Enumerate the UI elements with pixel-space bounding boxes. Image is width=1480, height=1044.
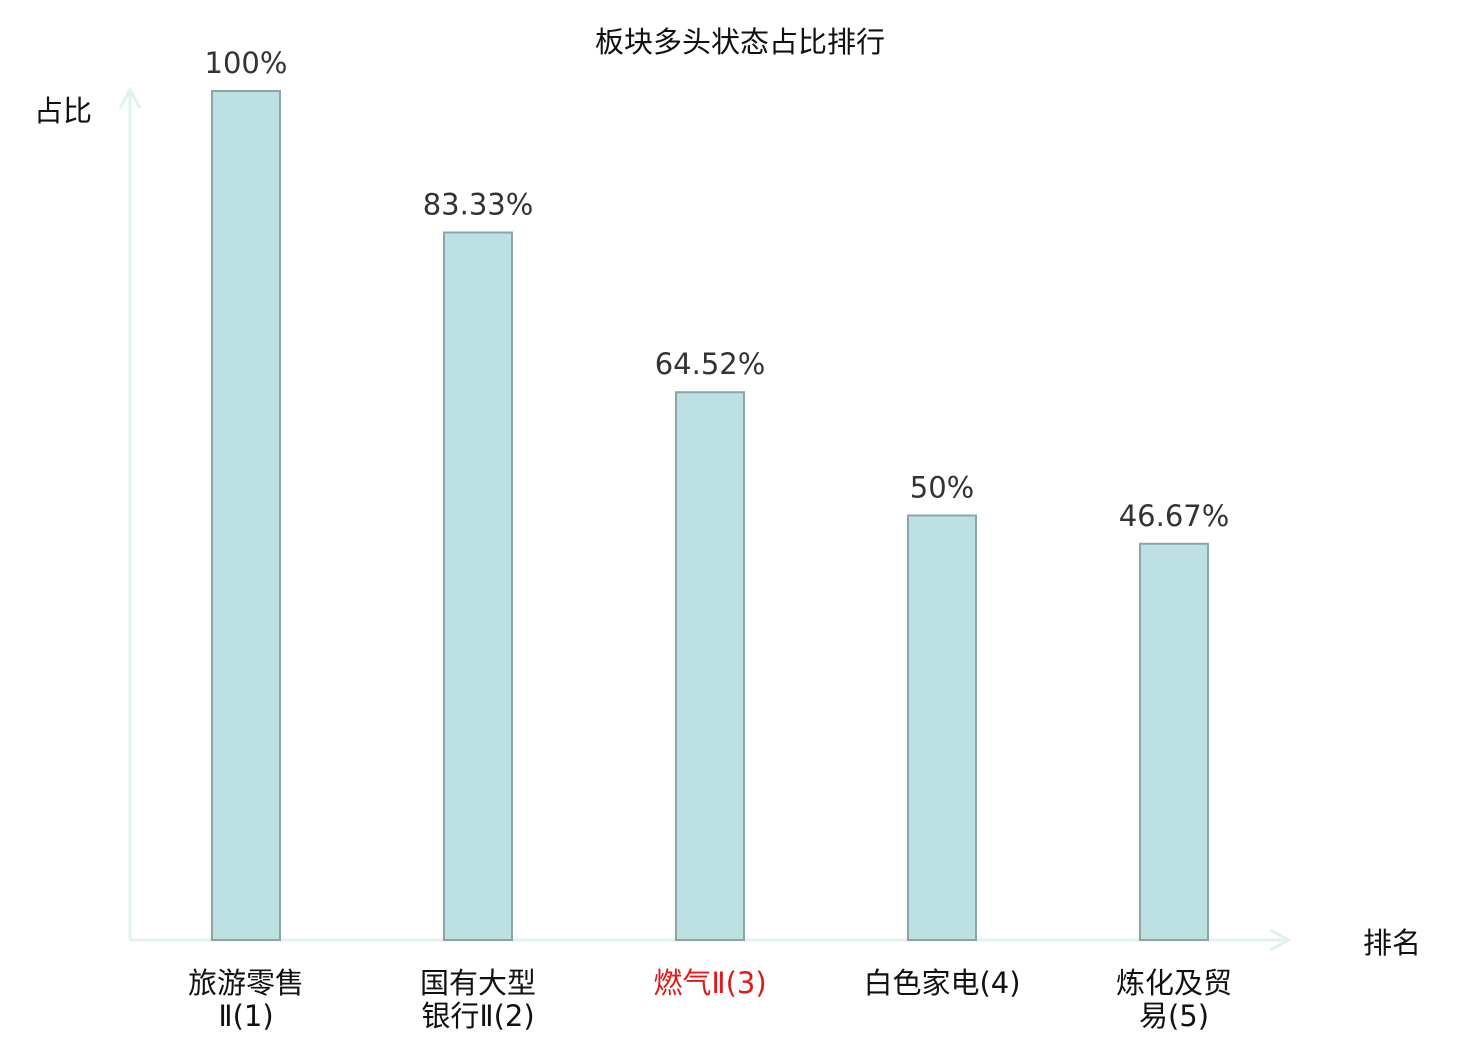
category-label-1-line-1: 旅游零售 xyxy=(188,966,304,1000)
y-axis-arrow xyxy=(118,86,142,109)
bar-1 xyxy=(211,90,281,941)
value-label-3: 64.52% xyxy=(655,347,766,381)
value-label-5: 46.67% xyxy=(1119,499,1230,533)
category-label-2-line-1: 国有大型 xyxy=(420,966,536,1000)
chart-title: 板块多头状态占比排行 xyxy=(595,25,885,59)
category-label-5-line-2: 易(5) xyxy=(1139,999,1209,1033)
bar-5 xyxy=(1139,542,1209,942)
category-label-2-line-2: 银行Ⅱ(2) xyxy=(421,999,534,1033)
x-axis-arrow xyxy=(1269,928,1293,952)
category-label-4: 白色家电(4) xyxy=(863,966,1020,1000)
value-label-4: 50% xyxy=(910,471,974,505)
bars-group xyxy=(211,90,1209,942)
bar-3 xyxy=(675,391,745,941)
y-axis-label: 占比 xyxy=(34,94,92,128)
category-label-1-line-2: Ⅱ(1) xyxy=(218,999,273,1033)
category-label-3-line-1: 燃气Ⅱ(3) xyxy=(653,966,766,1000)
value-labels-group: 100% 83.33% 64.52% 50% 46.67% xyxy=(205,46,1230,533)
category-label-5-line-1: 炼化及贸 xyxy=(1116,966,1232,1000)
value-label-2: 83.33% xyxy=(423,188,534,222)
category-label-4-line-1: 白色家电(4) xyxy=(863,966,1020,1000)
x-axis-label: 排名 xyxy=(1363,926,1421,960)
bar-4 xyxy=(907,514,977,941)
category-label-3: 燃气Ⅱ(3) xyxy=(653,966,766,1000)
value-label-1: 100% xyxy=(205,46,288,80)
bar-2 xyxy=(443,231,513,941)
